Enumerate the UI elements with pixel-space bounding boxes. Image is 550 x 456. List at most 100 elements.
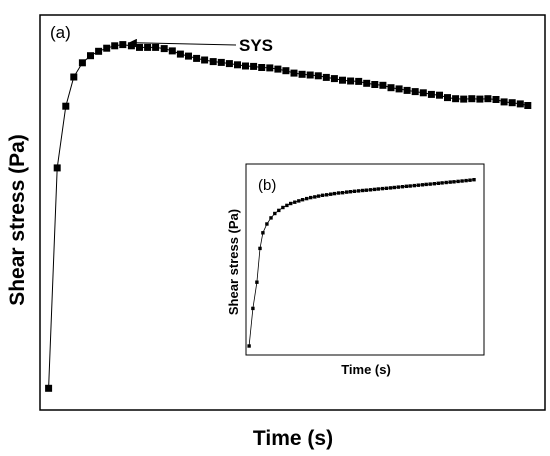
- inset-data-point: [364, 188, 369, 192]
- inset-data-point: [352, 189, 357, 193]
- main-data-point: [492, 96, 500, 103]
- inset-data-point: [309, 195, 313, 200]
- main-data-point: [185, 52, 192, 60]
- main-data-point: [444, 94, 451, 102]
- inset-data-point: [247, 344, 251, 348]
- inset-data-point: [336, 191, 341, 195]
- main-data-point: [209, 58, 217, 66]
- inset-data-point: [277, 208, 281, 213]
- inset-data-point: [285, 203, 289, 208]
- inset-data-point: [258, 246, 262, 251]
- inset-data-point: [332, 191, 337, 196]
- main-data-point: [452, 95, 460, 103]
- main-data-point: [355, 77, 363, 85]
- main-data-point: [476, 95, 484, 103]
- main-data-point: [53, 164, 61, 172]
- inset-data-point: [448, 180, 452, 184]
- main-data-point: [363, 79, 371, 87]
- main-data-point: [524, 102, 532, 109]
- inset-data-point: [440, 181, 444, 185]
- inset-data-point: [368, 188, 373, 192]
- main-data-point: [258, 64, 266, 71]
- inset-chart: (b) Time (s) Shear stress (Pa): [226, 163, 485, 377]
- inset-data-point: [300, 198, 305, 202]
- main-data-point: [78, 59, 86, 67]
- inset-data-point: [432, 182, 436, 186]
- main-data-point: [516, 100, 524, 108]
- inset-data-point: [269, 216, 273, 220]
- inset-data-point: [372, 187, 377, 192]
- inset-data-point: [416, 183, 420, 187]
- main-data-point: [484, 95, 492, 103]
- inset-data-point: [293, 200, 297, 204]
- main-data-point: [45, 384, 53, 392]
- main-y-axis-title: Shear stress (Pa): [6, 134, 29, 306]
- sys-annotation-label: SYS: [239, 36, 273, 55]
- inset-data-point: [468, 178, 472, 182]
- inset-data-point: [456, 179, 460, 184]
- main-data-point: [419, 89, 427, 97]
- inset-data-point: [380, 186, 385, 191]
- main-data-point: [234, 61, 241, 69]
- main-data-point: [103, 44, 111, 52]
- main-data-point: [193, 54, 201, 62]
- main-data-point: [168, 47, 176, 55]
- inset-data-point: [281, 205, 285, 210]
- main-data-point: [250, 62, 258, 70]
- main-data-point: [111, 42, 119, 50]
- inset-data-point: [384, 186, 389, 190]
- inset-data-point: [320, 193, 325, 197]
- main-data-point: [127, 42, 135, 50]
- inset-data-point: [392, 185, 396, 190]
- main-panel-label: (a): [50, 23, 71, 42]
- inset-data-point: [464, 178, 468, 183]
- main-data-point: [411, 88, 419, 96]
- inset-x-axis-title: Time (s): [341, 362, 391, 377]
- inset-data-point: [360, 188, 365, 193]
- main-data-point: [152, 43, 160, 51]
- main-data-point: [322, 73, 330, 81]
- inset-data-point: [348, 190, 353, 194]
- inset-data-point: [265, 222, 269, 226]
- inset-data-point: [400, 185, 405, 189]
- main-data-point: [387, 84, 395, 92]
- inset-data-point: [273, 211, 277, 216]
- inset-data-point: [376, 187, 380, 191]
- inset-data-point: [412, 183, 416, 188]
- inset-plot-frame: [245, 163, 485, 356]
- inset-data-point: [251, 306, 255, 311]
- inset-data-point: [436, 181, 440, 185]
- inset-data-point: [255, 280, 259, 284]
- inset-data-point: [420, 183, 425, 187]
- sys-annotation-arrow: [128, 38, 237, 47]
- main-x-axis-title: Time (s): [253, 427, 333, 450]
- inset-data-point: [313, 195, 317, 199]
- inset-data-point: [345, 190, 349, 194]
- inset-data-point: [356, 189, 361, 193]
- inset-data-point: [396, 185, 400, 189]
- inset-data-point: [297, 199, 301, 203]
- main-data-point: [298, 70, 306, 78]
- main-data-point: [87, 52, 94, 60]
- inset-data-point: [452, 180, 456, 184]
- main-data-point: [314, 72, 322, 80]
- main-data-point: [201, 56, 209, 64]
- inset-data-point: [305, 196, 309, 201]
- inset-data-point: [408, 184, 412, 188]
- main-data-point: [217, 58, 225, 66]
- main-data-point: [347, 77, 355, 85]
- main-data-point: [176, 50, 184, 58]
- inset-data-point: [325, 193, 329, 197]
- main-data-point: [95, 47, 103, 55]
- inset-data-point: [424, 182, 428, 187]
- main-data-point: [468, 95, 476, 103]
- main-data-point: [330, 75, 338, 83]
- main-data-point: [395, 85, 403, 93]
- inset-data-point: [444, 180, 448, 185]
- inset-data-point: [340, 191, 345, 195]
- main-data-point: [339, 76, 346, 84]
- inset-data-point: [329, 192, 333, 196]
- inset-panel-label: (b): [258, 177, 276, 194]
- main-data-point: [225, 60, 233, 68]
